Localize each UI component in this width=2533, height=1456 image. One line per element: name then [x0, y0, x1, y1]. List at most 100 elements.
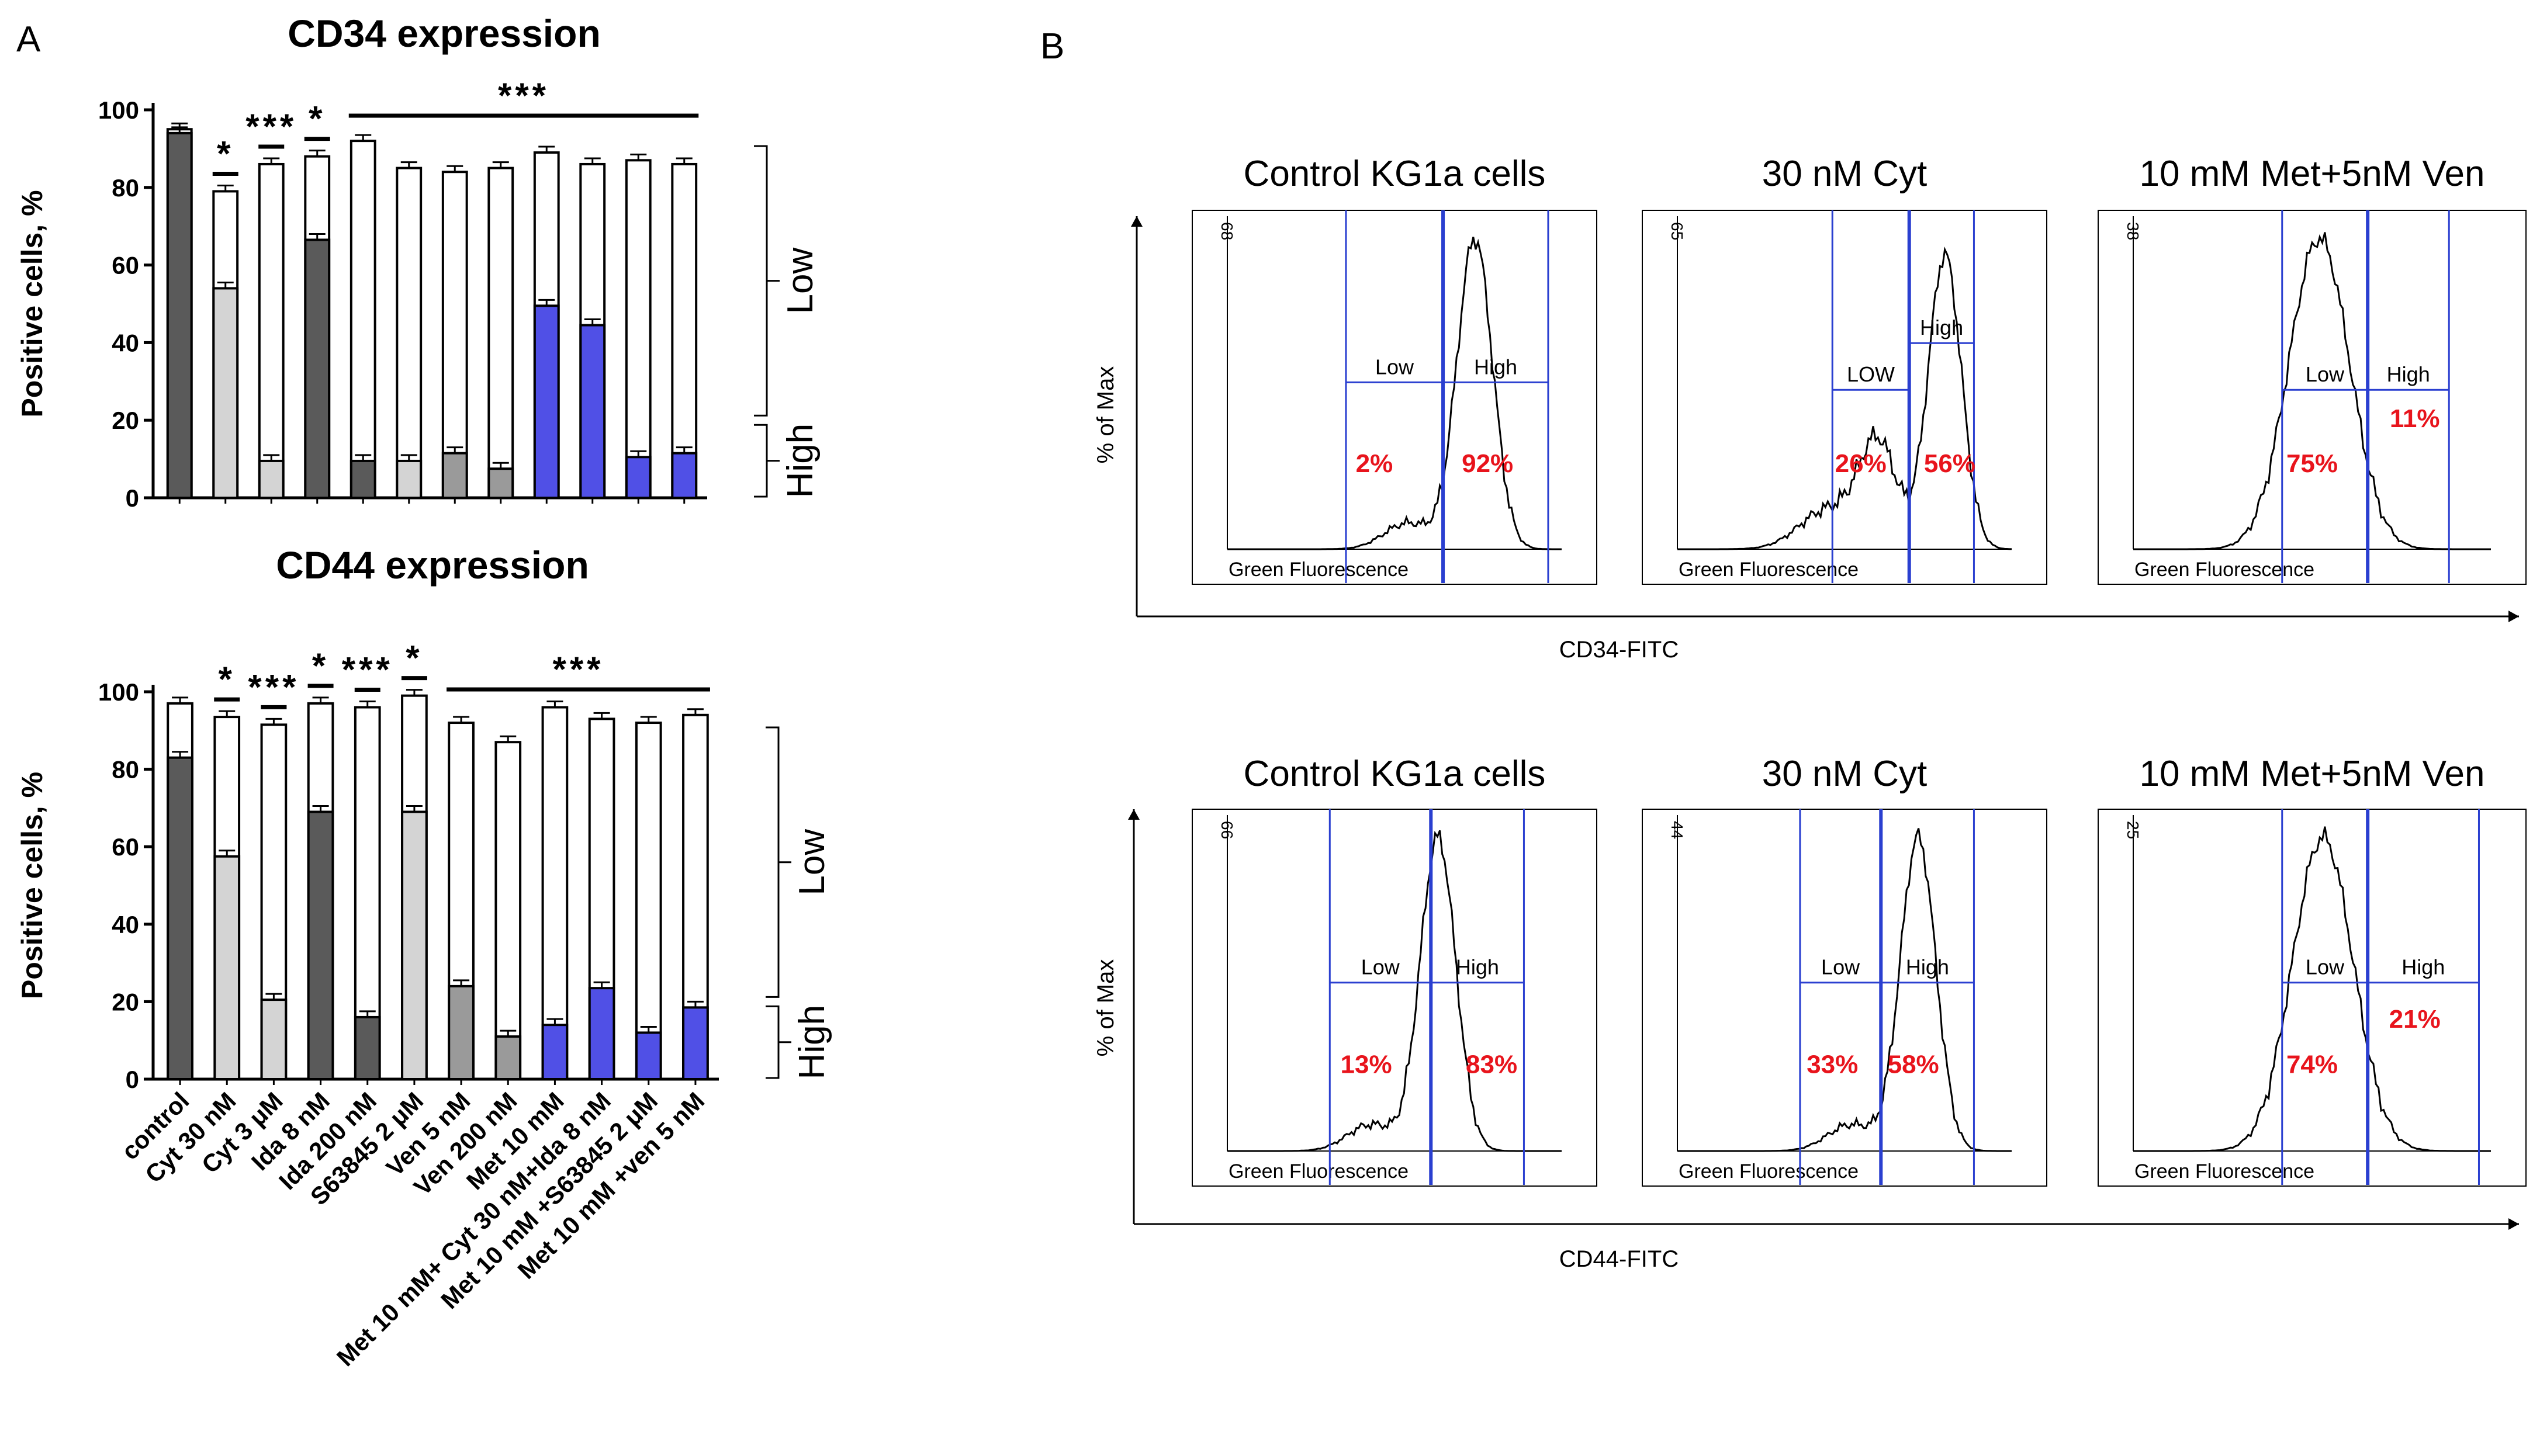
- y-axis-label: Positive cells, %: [16, 772, 49, 999]
- flow-ymax-label: 25: [2124, 821, 2142, 839]
- flow-gate-name: High: [2387, 362, 2430, 386]
- y-tick-label: 40: [112, 911, 139, 938]
- flow-panel-title: 10 mM Met+5nM Ven: [2140, 754, 2485, 794]
- flow-histogram-curve: [2133, 232, 2491, 550]
- bar-high: [588, 987, 615, 1080]
- bracket-label-high: High: [792, 1005, 832, 1080]
- flow-gate-percent: 11%: [2390, 404, 2440, 433]
- flow-gate-percent: 92%: [1462, 449, 1513, 478]
- flow-gate-percent: 26%: [1835, 449, 1887, 478]
- flow-panel-frame: [1192, 210, 1597, 585]
- flow-y-axis-arrow: [1128, 809, 1140, 820]
- bar-high: [166, 131, 193, 499]
- flow-gate-name: Low: [2306, 362, 2345, 386]
- flow-gate-percent: 56%: [1924, 449, 1975, 478]
- flow-gate-percent: 33%: [1807, 1051, 1858, 1079]
- significance-label: ***: [248, 667, 299, 706]
- flow-marker-label: CD44-FITC: [1559, 1246, 1679, 1272]
- significance-label: *: [217, 134, 234, 173]
- flow-gate-name: Low: [1361, 955, 1400, 979]
- y-tick-label: 100: [98, 678, 139, 706]
- bracket-label-high: High: [780, 424, 821, 498]
- flow-gate-percent: 58%: [1888, 1051, 1939, 1079]
- flow-y-axis-label: % of Max: [1093, 959, 1119, 1057]
- flow-panel-title: 10 mM Met+5nM Ven: [2140, 154, 2485, 194]
- bar-total-low: [625, 159, 652, 499]
- flow-panel-frame: [2098, 210, 2527, 585]
- bar-total-low: [258, 162, 285, 499]
- flow-ymax-label: 68: [1218, 222, 1236, 240]
- bar-high: [541, 1024, 569, 1081]
- significance-label: *: [219, 660, 236, 699]
- significance-label: *: [312, 646, 329, 685]
- y-tick-label: 0: [126, 1066, 139, 1093]
- flow-x-axis-label: Green Fluorescence: [1679, 559, 1859, 581]
- bar-high: [625, 456, 652, 500]
- significance-label: *: [309, 99, 326, 138]
- bar-total-low: [635, 722, 662, 1081]
- flow-gate-name: Low: [2306, 955, 2345, 979]
- y-axis-label: Positive cells, %: [16, 190, 49, 417]
- bar-high: [441, 452, 468, 500]
- bar-total-low: [487, 167, 514, 500]
- bar-high: [260, 999, 288, 1080]
- bar-total-low: [494, 741, 522, 1080]
- flow-gate-percent: 75%: [2286, 449, 2338, 478]
- y-tick-label: 60: [112, 252, 139, 279]
- bar-high: [682, 1006, 709, 1080]
- bar-high: [354, 1015, 381, 1081]
- panel-label-b: B: [1040, 26, 1064, 67]
- flow-x-axis-arrow: [2508, 1218, 2519, 1230]
- bar-high: [304, 238, 331, 499]
- bar-total-low: [396, 167, 423, 500]
- flow-x-axis-label: Green Fluorescence: [1679, 1160, 1859, 1183]
- flow-y-axis-label: % of Max: [1093, 366, 1119, 464]
- flow-gate-percent: 13%: [1341, 1051, 1392, 1079]
- significance-label: *: [406, 639, 423, 678]
- flow-gate-percent: 2%: [1356, 449, 1393, 478]
- y-tick-label: 20: [112, 988, 139, 1015]
- flow-histogram-curve: [1227, 237, 1562, 550]
- bar-high: [167, 756, 193, 1080]
- bar-high: [579, 324, 606, 500]
- flow-panel-frame: [1642, 809, 2047, 1187]
- flow-gate-name: Low: [1375, 355, 1414, 379]
- bracket-label-low: Low: [792, 829, 832, 896]
- y-tick-label: 20: [112, 407, 139, 434]
- panel-label-a: A: [16, 19, 41, 60]
- flow-gate-name: High: [1474, 355, 1517, 379]
- y-tick-label: 60: [112, 833, 139, 861]
- flow-gate-name: Low: [1821, 955, 1860, 979]
- flow-y-axis-arrow: [1131, 216, 1143, 227]
- bar-high: [212, 287, 239, 499]
- flow-ymax-label: 65: [1668, 222, 1686, 240]
- flow-ymax-label: 44: [1668, 821, 1686, 839]
- flow-gate-name: High: [1920, 316, 1963, 339]
- flow-marker-label: CD34-FITC: [1559, 637, 1679, 663]
- flow-panel-title: Control KG1a cells: [1244, 754, 1546, 794]
- y-tick-label: 80: [112, 174, 139, 202]
- bar-total-low: [441, 171, 468, 499]
- flow-panel-title: 30 nM Cyt: [1762, 754, 1928, 794]
- bar-total-low: [671, 162, 698, 499]
- flow-gate-percent: 74%: [2286, 1051, 2338, 1079]
- bar-high: [635, 1031, 662, 1080]
- significance-label: ***: [552, 650, 604, 689]
- bar-high: [307, 810, 334, 1081]
- flow-ymax-label: 66: [1218, 821, 1236, 839]
- bracket-high: [766, 1005, 791, 1079]
- flow-x-axis-label: Green Fluorescence: [2134, 559, 2314, 581]
- flow-ymax-label: 38: [2124, 222, 2142, 240]
- bracket-label-low: Low: [780, 248, 821, 314]
- flow-gate-name: High: [1906, 955, 1949, 979]
- y-tick-label: 0: [126, 484, 139, 512]
- chart-title: CD44 expression: [276, 543, 589, 587]
- cd34-chart: CD34 expression Positive cells, % 0 20 40 60 8…: [16, 12, 821, 512]
- flow-x-axis-label: Green Fluorescence: [1229, 559, 1409, 581]
- significance-label: ***: [498, 76, 549, 115]
- flow-x-axis-arrow: [2508, 611, 2519, 622]
- significance-label: ***: [342, 650, 393, 689]
- bracket-high: [754, 424, 780, 498]
